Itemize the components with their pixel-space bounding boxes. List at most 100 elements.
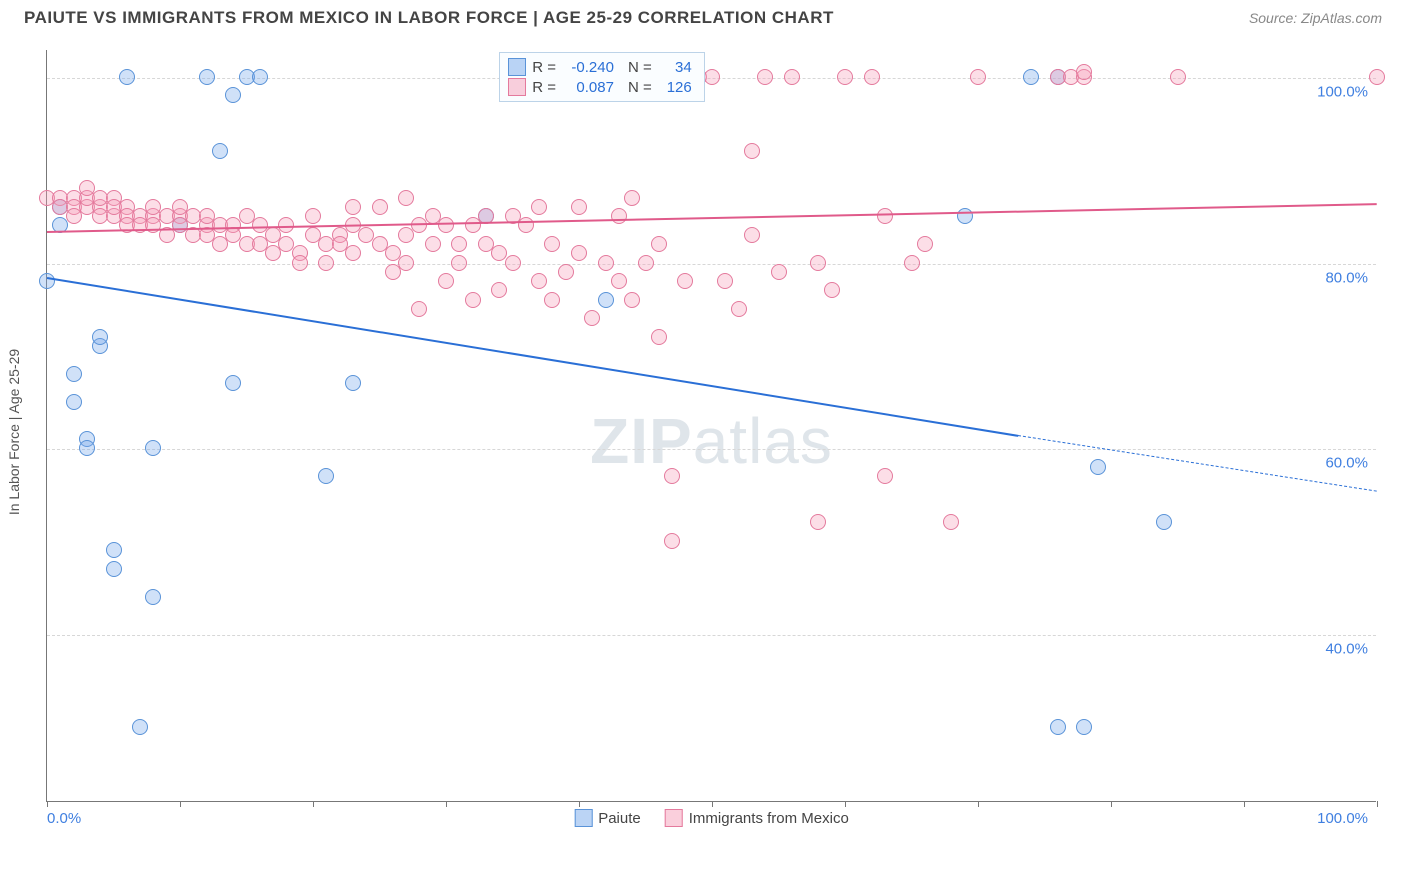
data-point: [544, 292, 560, 308]
data-point: [411, 301, 427, 317]
data-point: [584, 310, 600, 326]
legend-label: Paiute: [598, 810, 641, 827]
data-point: [824, 282, 840, 298]
data-point: [571, 245, 587, 261]
data-point: [1369, 69, 1385, 85]
data-point: [438, 273, 454, 289]
data-point: [518, 217, 534, 233]
data-point: [943, 514, 959, 530]
data-point: [651, 329, 667, 345]
legend-n-value: 126: [658, 79, 692, 96]
data-point: [744, 143, 760, 159]
data-point: [145, 440, 161, 456]
legend-row: R =-0.240N =34: [508, 57, 692, 77]
data-point: [598, 292, 614, 308]
data-point: [651, 236, 667, 252]
data-point: [1023, 69, 1039, 85]
legend-label: Immigrants from Mexico: [689, 810, 849, 827]
legend-row: R =0.087N =126: [508, 77, 692, 97]
data-point: [877, 468, 893, 484]
data-point: [957, 208, 973, 224]
data-point: [558, 264, 574, 280]
chart-title: PAIUTE VS IMMIGRANTS FROM MEXICO IN LABO…: [24, 8, 834, 28]
data-point: [1076, 719, 1092, 735]
data-point: [1170, 69, 1186, 85]
legend-item: Paiute: [574, 809, 641, 827]
x-tick: [47, 801, 48, 807]
watermark: ZIPatlas: [590, 404, 833, 478]
legend-r-label: R =: [532, 79, 556, 96]
legend-r-value: 0.087: [562, 79, 614, 96]
data-point: [664, 533, 680, 549]
legend-swatch: [508, 58, 526, 76]
data-point: [438, 217, 454, 233]
x-tick: [180, 801, 181, 807]
legend-swatch: [574, 809, 592, 827]
data-point: [398, 190, 414, 206]
data-point: [664, 468, 680, 484]
data-point: [744, 227, 760, 243]
data-point: [784, 69, 800, 85]
data-point: [598, 255, 614, 271]
data-point: [904, 255, 920, 271]
chart-area: In Labor Force | Age 25-29 ZIPatlas 40.0…: [24, 32, 1382, 832]
data-point: [531, 199, 547, 215]
data-point: [810, 514, 826, 530]
data-point: [119, 69, 135, 85]
data-point: [225, 375, 241, 391]
data-point: [79, 440, 95, 456]
x-tick: [1244, 801, 1245, 807]
data-point: [771, 264, 787, 280]
legend-swatch: [508, 78, 526, 96]
data-point: [451, 236, 467, 252]
chart-source: Source: ZipAtlas.com: [1249, 10, 1382, 26]
data-point: [318, 468, 334, 484]
data-point: [571, 199, 587, 215]
y-tick-label: 60.0%: [1325, 455, 1368, 472]
data-point: [252, 69, 268, 85]
data-point: [199, 69, 215, 85]
x-tick-label-max: 100.0%: [1317, 810, 1368, 827]
data-point: [877, 208, 893, 224]
data-point: [345, 199, 361, 215]
gridline: [47, 264, 1376, 265]
x-tick: [1111, 801, 1112, 807]
data-point: [624, 190, 640, 206]
chart-header: PAIUTE VS IMMIGRANTS FROM MEXICO IN LABO…: [0, 0, 1406, 32]
data-point: [465, 292, 481, 308]
gridline: [47, 635, 1376, 636]
data-point: [305, 208, 321, 224]
data-point: [638, 255, 654, 271]
correlation-legend: R =-0.240N =34R =0.087N =126: [499, 52, 705, 102]
data-point: [611, 273, 627, 289]
data-point: [531, 273, 547, 289]
legend-n-value: 34: [658, 59, 692, 76]
data-point: [106, 561, 122, 577]
data-point: [345, 245, 361, 261]
data-point: [624, 292, 640, 308]
data-point: [491, 282, 507, 298]
data-point: [1156, 514, 1172, 530]
data-point: [864, 69, 880, 85]
data-point: [398, 255, 414, 271]
x-tick: [978, 801, 979, 807]
data-point: [132, 719, 148, 735]
data-point: [544, 236, 560, 252]
data-point: [145, 589, 161, 605]
plot-region: ZIPatlas 40.0%60.0%80.0%100.0%0.0%100.0%…: [46, 50, 1376, 802]
data-point: [225, 87, 241, 103]
data-point: [66, 366, 82, 382]
data-point: [66, 394, 82, 410]
x-tick: [1377, 801, 1378, 807]
x-tick-label-min: 0.0%: [47, 810, 81, 827]
data-point: [677, 273, 693, 289]
data-point: [757, 69, 773, 85]
x-tick: [845, 801, 846, 807]
x-tick: [712, 801, 713, 807]
data-point: [731, 301, 747, 317]
x-tick: [579, 801, 580, 807]
legend-r-value: -0.240: [562, 59, 614, 76]
x-tick: [446, 801, 447, 807]
data-point: [611, 208, 627, 224]
trend-line: [47, 277, 1018, 437]
